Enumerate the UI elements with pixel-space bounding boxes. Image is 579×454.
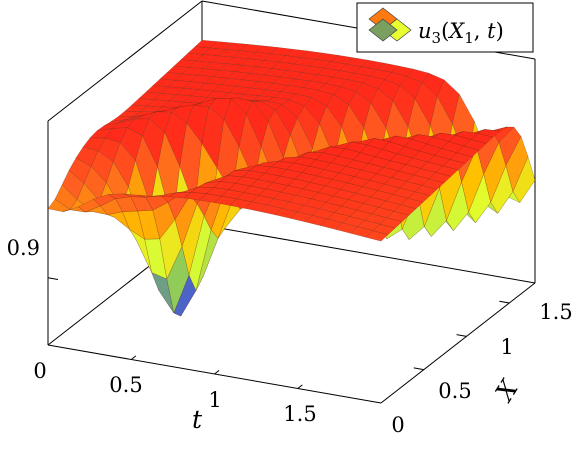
- surface-patch-21-19: [498, 126, 522, 167]
- x-tick-label-3: 1.5: [539, 300, 572, 324]
- surface-patch-21-12: [449, 152, 473, 164]
- surface-patch-21-0: [365, 230, 389, 242]
- surface-patch-21-8: [421, 178, 445, 190]
- surface-patch-21-10: [435, 165, 459, 177]
- t-tick-mark-0: [130, 355, 137, 360]
- surface-patch-21-13: [456, 145, 480, 158]
- surface-patch-21-4: [393, 204, 417, 216]
- legend-swatch-icon: [368, 7, 412, 42]
- t-tick-label-1: 0.5: [109, 373, 142, 397]
- surface-patch-21-7: [414, 185, 438, 197]
- box-back-edge-4: [201, 224, 536, 284]
- axis-ticks: [47, 277, 510, 389]
- x-tick-mark-1: [456, 334, 467, 337]
- t-tick-label-2: 1: [208, 388, 221, 412]
- x-axis-label: X: [489, 374, 525, 407]
- t-tick-mark-2: [297, 384, 303, 389]
- t-axis-label: t: [192, 405, 203, 434]
- surface-patch-21-20: [505, 135, 529, 193]
- x-tick-label-0: 0: [391, 413, 404, 437]
- box-back-edge-1: [47, 0, 203, 122]
- t-tick-label-3: 1.5: [283, 402, 316, 426]
- x-tick-label-1: 0.5: [438, 379, 471, 403]
- t-tick-mark-1: [214, 370, 220, 375]
- t-tick-label-0: 0: [33, 359, 46, 383]
- legend: u3(X1, t): [356, 2, 534, 53]
- z-tick-mark-0: [47, 277, 59, 281]
- surface-patch-21-3: [386, 211, 410, 222]
- x-tick-label-2: 1: [500, 335, 513, 359]
- surface-patch-21-11: [442, 159, 466, 171]
- surface-mesh: [47, 39, 536, 318]
- z-tick-label-0: 0.9: [7, 236, 40, 260]
- x-tick-mark-2: [499, 300, 510, 304]
- surface-patch-21-15: [470, 133, 494, 144]
- x-tick-mark-0: [413, 367, 424, 371]
- legend-label: u3(X1, t): [418, 19, 504, 47]
